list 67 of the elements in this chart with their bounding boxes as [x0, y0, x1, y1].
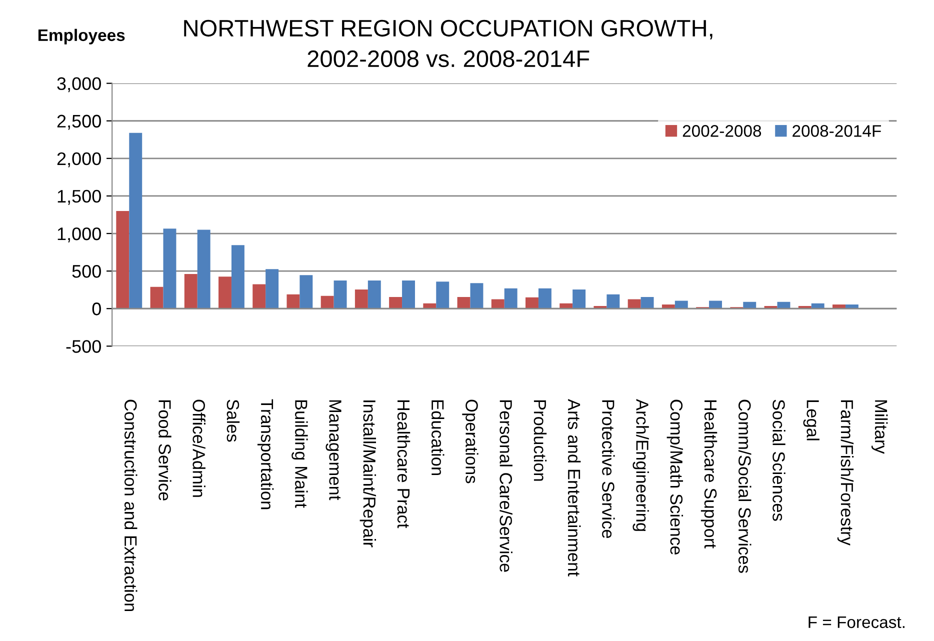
x-tick-label: Comm/Social Services [738, 400, 752, 573]
x-tick-label: Food Service [158, 400, 172, 500]
bar [640, 296, 654, 309]
y-tick-label: 500 [72, 264, 101, 278]
x-tick-label: Healthcare Pract [397, 400, 410, 528]
text: F = Forecast. [808, 616, 904, 628]
bar [538, 288, 552, 309]
bar [491, 299, 504, 309]
x-tick-label: Transportation [257, 399, 274, 510]
bar [628, 299, 641, 309]
x-tick-label: Social Sciences [772, 400, 786, 521]
x-tick-label: Management [326, 400, 342, 500]
bar [457, 296, 470, 309]
bar [163, 228, 176, 309]
bar [709, 300, 722, 309]
chart-title: NORTHWEST REGION OCCUPATION GROWTH, 2002-2008 vs. 2008-2014F [184, 20, 712, 68]
x-tick-label: Sales [226, 400, 240, 442]
x-tick-label: Office/Admin [192, 400, 206, 497]
bar [218, 276, 232, 309]
bar [252, 284, 266, 309]
y-tick-label: 0 [92, 302, 101, 316]
bar [334, 280, 347, 309]
bar [402, 280, 415, 309]
y-tick-label: 2,000 [57, 152, 101, 168]
y-tick-label: 3,000 [57, 77, 101, 92]
x-tick-label: Legal [803, 400, 820, 440]
x-tick-label: Comp/Math Science [666, 400, 684, 554]
x-tick-label: Production [534, 400, 547, 481]
x-tick-label: Arch/Engineering [632, 398, 649, 531]
y-tick-label: 2,500 [57, 114, 101, 130]
x-tick-label: Farm/Fish/Forestry [837, 400, 854, 546]
y-tick-label: -500 [66, 340, 101, 353]
y-axis-title: Employees [38, 28, 125, 44]
bar [504, 288, 518, 309]
bar [129, 132, 142, 309]
x-tick-label: Military [871, 400, 888, 454]
legend-label: 2002-2008 [682, 125, 762, 137]
x-tick-label: Building Maint [292, 400, 308, 508]
bar [470, 283, 484, 309]
bar [150, 286, 164, 309]
bar [526, 297, 538, 309]
bar [368, 280, 381, 309]
bar [116, 210, 130, 309]
bar [572, 289, 586, 309]
bar [606, 294, 620, 309]
y-tick-label: 1,000 [58, 227, 101, 242]
bar [674, 300, 688, 309]
x-tick-label: Healthcare Support [700, 400, 718, 548]
x-tick-label: Education [431, 400, 444, 476]
bar [197, 230, 210, 309]
x-tick-label: Install/Maint/Repair [360, 400, 376, 548]
bar [286, 294, 300, 309]
y-tick-label: 1,500 [58, 190, 101, 205]
bar [300, 275, 313, 309]
bar [436, 282, 450, 309]
bar [184, 274, 198, 309]
bar [266, 269, 279, 309]
x-tick-label: Protective Service [602, 400, 615, 538]
x-tick-label: Construction and Extraction [124, 400, 138, 612]
bar [389, 296, 402, 309]
bar [354, 289, 368, 309]
x-tick-label: Arts and Entertainment [568, 398, 581, 576]
x-tick-label: Personal Care/Service [500, 400, 512, 572]
x-tick-label: Operations [462, 400, 478, 484]
bar [320, 296, 334, 309]
legend-label: 2008-2014F [792, 125, 881, 137]
bar [231, 245, 244, 309]
